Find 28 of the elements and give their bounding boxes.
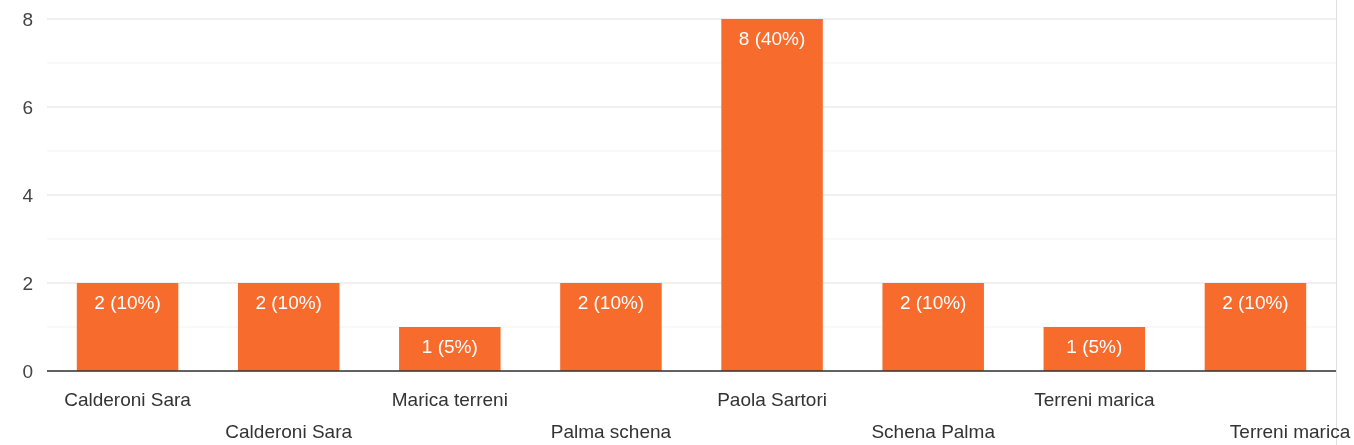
bar	[560, 283, 662, 371]
y-tick-label: 8	[22, 8, 33, 30]
data-label: 1 (5%)	[1066, 336, 1123, 357]
bar	[76, 283, 179, 371]
x-tick-label: Schena Palma	[871, 421, 996, 442]
y-tick-label: 2	[22, 272, 33, 294]
bar	[1204, 283, 1307, 371]
data-label: 2 (10%)	[1222, 292, 1289, 313]
x-tick-label: Terreni marica	[1229, 421, 1351, 442]
bar	[882, 283, 984, 371]
data-label: 2 (10%)	[94, 292, 161, 313]
y-tick-label: 6	[22, 96, 33, 118]
data-label: 8 (40%)	[738, 28, 806, 49]
x-tick-label: Terreni marica	[1034, 389, 1155, 410]
data-label: 2 (10%)	[577, 292, 645, 313]
x-tick-label: Marica terreni	[391, 389, 508, 410]
y-tick-label: 4	[22, 184, 34, 206]
data-label: 2 (10%)	[255, 292, 322, 313]
x-tick-label: Palma schena	[550, 421, 672, 442]
x-tick-label: Calderoni Sara	[64, 389, 192, 410]
x-tick-label: Paola Sartori	[717, 389, 827, 410]
x-tick-label: Calderoni Sara	[225, 421, 353, 442]
bar	[237, 283, 340, 371]
y-tick-label: 0	[22, 360, 33, 382]
bar	[721, 19, 823, 371]
bar	[399, 327, 501, 371]
data-label: 2 (10%)	[899, 292, 967, 313]
data-label: 1 (5%)	[421, 336, 478, 357]
